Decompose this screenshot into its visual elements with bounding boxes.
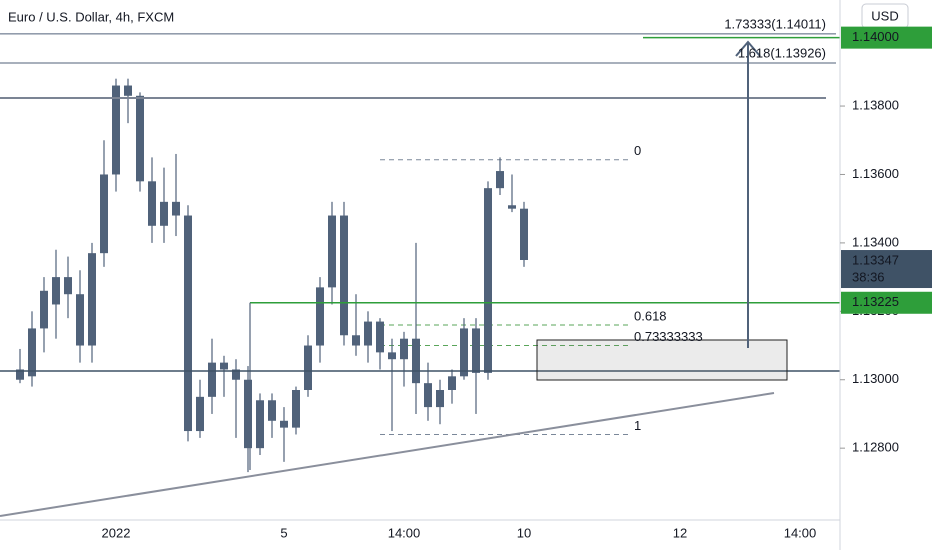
candle-body: [364, 321, 372, 346]
x-tick-label: 10: [517, 525, 531, 540]
candle-body: [40, 290, 48, 329]
candle-body: [352, 335, 360, 346]
candle-body: [292, 390, 300, 428]
candle-body: [136, 95, 144, 182]
candle-body: [268, 400, 276, 421]
price-label: 1.13225: [852, 294, 899, 309]
candle-body: [376, 321, 384, 353]
x-tick-label: 14:00: [388, 525, 421, 540]
candle-body: [28, 328, 36, 377]
candle-body: [172, 201, 180, 216]
fib-label: 0: [634, 143, 641, 158]
candle-body: [412, 338, 420, 384]
candle-body: [508, 205, 516, 209]
candle-body: [244, 379, 252, 449]
candle-body: [52, 277, 60, 305]
candle-body: [64, 277, 72, 295]
candle-body: [316, 287, 324, 346]
fib-label: 0.73333333: [634, 329, 703, 344]
y-tick-label: 1.12800: [852, 440, 899, 455]
price-label-box: [841, 250, 932, 289]
price-label-box: [841, 291, 932, 314]
fib-label: 1: [634, 418, 641, 433]
candle-body: [76, 294, 84, 346]
extension-label: 1.618(1.13926): [738, 45, 826, 60]
x-tick-label: 12: [673, 525, 687, 540]
candle-body: [424, 383, 432, 408]
plot-area: [0, 33, 840, 473]
candle-body: [448, 376, 456, 390]
price-label: 1.14000: [852, 29, 899, 44]
candle-body: [160, 201, 168, 226]
candle-body: [220, 362, 228, 370]
candle-body: [112, 85, 120, 175]
y-tick-label: 1.13400: [852, 234, 899, 249]
candle-body: [400, 338, 408, 360]
y-tick-label: 1.13600: [852, 166, 899, 181]
fib-label: 0.618: [634, 308, 667, 323]
candle-body: [388, 352, 396, 360]
trend-line: [0, 392, 775, 517]
candle-body: [196, 396, 204, 432]
candle-body: [232, 369, 240, 380]
candle-body: [280, 420, 288, 428]
chart-title: Euro / U.S. Dollar, 4h, FXCM: [8, 9, 174, 24]
x-tick-label: 5: [280, 525, 287, 540]
candle-body: [256, 400, 264, 449]
price-label-box: [841, 26, 932, 49]
candle-body: [208, 362, 216, 397]
y-tick-label: 1.13800: [852, 97, 899, 112]
candle-body: [520, 208, 528, 260]
price-label: 1.13347: [852, 252, 899, 267]
target-box: [536, 339, 788, 381]
candle-body: [100, 174, 108, 254]
candle-body: [16, 369, 24, 380]
arrow-head: [735, 40, 761, 57]
x-tick-label: 14:00: [784, 525, 817, 540]
candle-body: [88, 253, 96, 346]
candle-body: [184, 215, 192, 432]
extension-label: 1.73333(1.14011): [724, 16, 826, 31]
candle-body: [484, 188, 492, 373]
candle-body: [304, 345, 312, 390]
candle-body: [436, 390, 444, 408]
candle-body: [472, 328, 480, 373]
candle-body: [496, 171, 504, 189]
candle-body: [148, 181, 156, 226]
price-countdown: 38:36: [852, 269, 885, 284]
candle-body: [340, 215, 348, 336]
candle-body: [124, 85, 132, 96]
x-tick-label: 2022: [102, 525, 131, 540]
candle-body: [328, 215, 336, 288]
y-tick-label: 1.13000: [852, 371, 899, 386]
candle-body: [460, 328, 468, 377]
currency-label[interactable]: USD: [871, 8, 898, 23]
